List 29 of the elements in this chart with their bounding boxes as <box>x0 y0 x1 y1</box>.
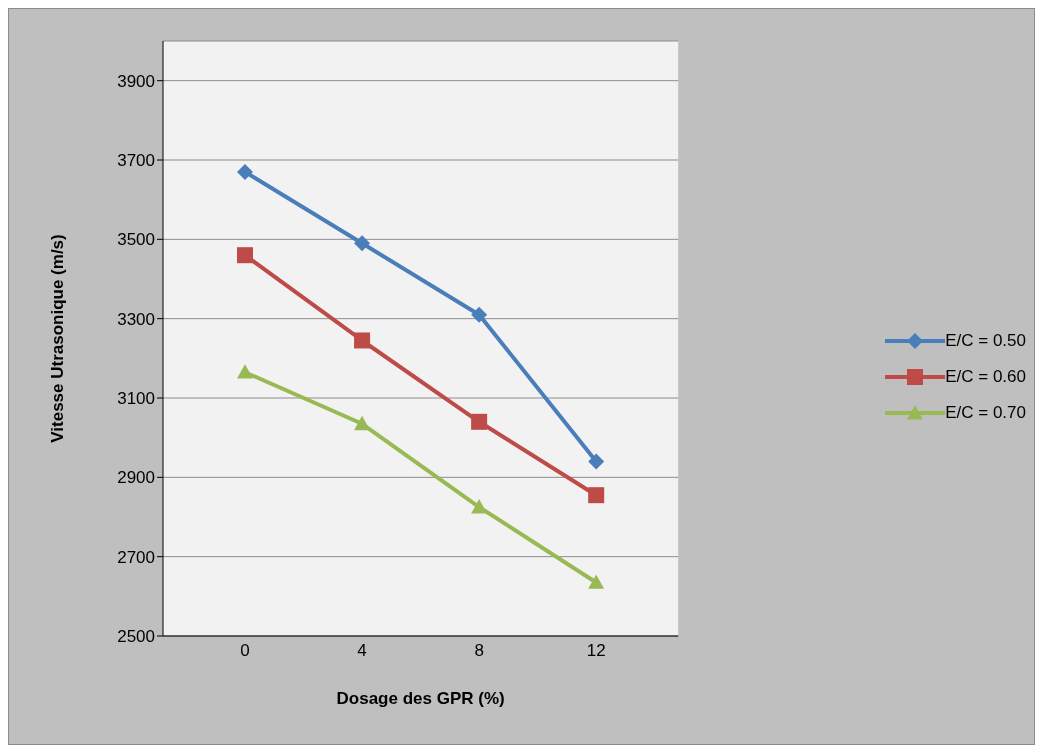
point <box>354 415 371 431</box>
y-tick-label: 3700 <box>117 151 155 171</box>
point <box>471 413 488 430</box>
legend-label: E/C = 0.60 <box>945 366 1026 387</box>
point <box>588 453 605 470</box>
point <box>237 247 253 264</box>
point <box>354 332 371 349</box>
point <box>471 499 488 514</box>
legend-label: E/C = 0.70 <box>945 402 1026 423</box>
point <box>471 306 488 323</box>
y-tick-label: 2700 <box>117 547 155 567</box>
x-tick-label: 0 <box>240 641 250 661</box>
x-tick-label: 12 <box>586 641 606 661</box>
x-tick-label: 4 <box>357 641 367 661</box>
y-tick-label: 3900 <box>117 71 155 91</box>
point <box>237 163 253 180</box>
y-tick-label: 2900 <box>117 468 155 488</box>
point <box>588 487 605 504</box>
y-tick-label: 3100 <box>117 389 155 409</box>
x-tick-label: 8 <box>474 641 484 661</box>
x-axis-title: Dosage des GPR (%) <box>336 689 505 708</box>
point <box>237 364 253 379</box>
y-tick-label: 2500 <box>117 627 155 647</box>
point <box>354 235 371 252</box>
point <box>588 574 605 589</box>
legend-label: E/C = 0.50 <box>945 330 1026 351</box>
y-axis-title: Vitesse Utrasonique (m/s) <box>48 234 68 443</box>
y-tick-label: 3300 <box>117 309 155 329</box>
y-tick-label: 3500 <box>117 230 155 250</box>
